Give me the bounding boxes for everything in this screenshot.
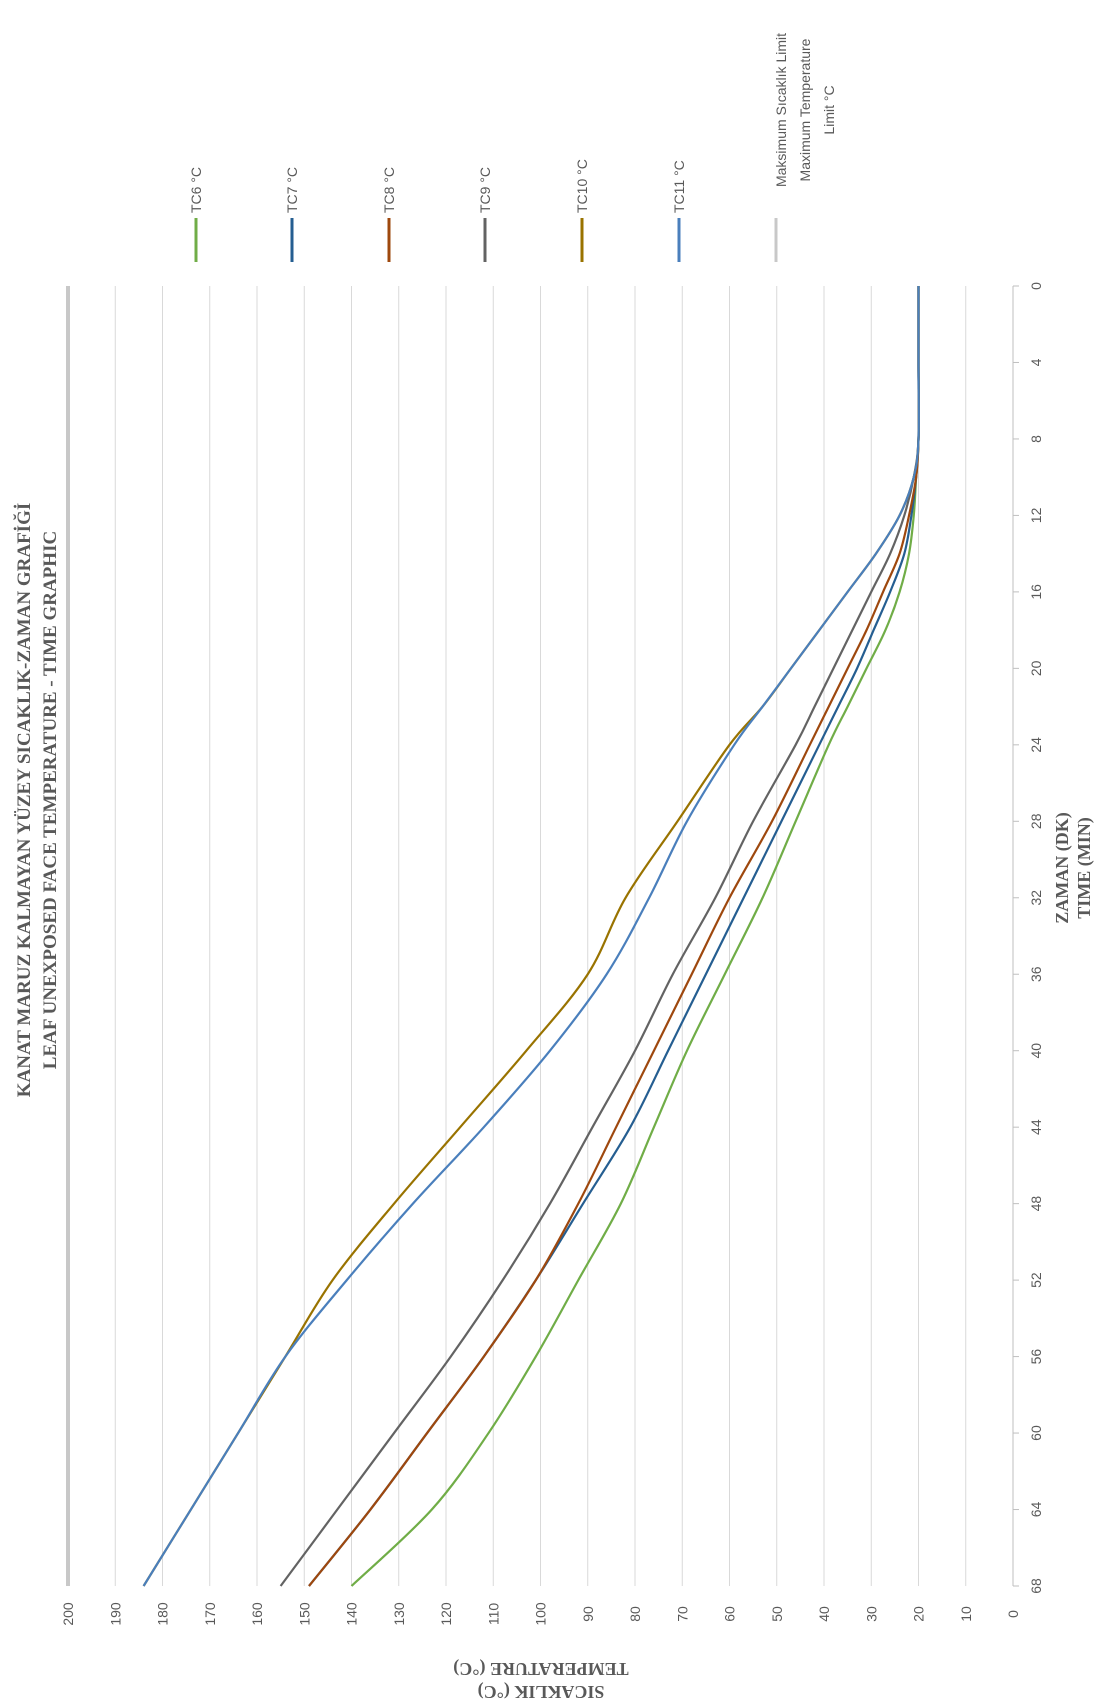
y-axis-title-tr: SICAKLIK (°C) [478,1681,605,1702]
legend-label: TC6 °C [188,167,204,213]
y-tick-label: 30 [863,1606,879,1622]
y-tick-label: 200 [60,1602,76,1626]
legend-label: Maksimum Sıcaklık Limit Maximum Temperatu… [773,33,837,187]
x-tick-label: 8 [1028,435,1044,443]
series-lines [66,285,920,1587]
legend-tc7: TC7 °C [284,167,300,262]
plot-area: 0102030405060708090100110120130140150160… [60,282,1044,1626]
x-tick-label: 12 [1028,507,1044,523]
legend-tc11: TC11 °C [671,160,687,262]
y-tick-label: 80 [627,1606,643,1622]
y-tick-label: 70 [674,1606,690,1622]
y-tick-label: 20 [911,1606,927,1622]
x-tick-label: 44 [1028,1119,1044,1135]
chart-subtitle: LEAF UNEXPOSED FACE TEMPERATURE - TIME G… [40,531,61,1069]
x-tick-label: 36 [1028,966,1044,982]
series-line-tc10 [142,285,920,1587]
legend-tc10: TC10 °C [574,159,590,262]
x-tick-label: 24 [1028,737,1044,753]
series-line-tc9 [279,285,920,1587]
x-tick-label: 68 [1028,1578,1044,1594]
y-tick-label: 160 [249,1602,265,1626]
legend: TC6 °C TC7 °C TC8 °C TC9 °C TC10 °C TC11 °C Ma… [188,33,837,262]
y-tick-labels: 0 10 20 30 40 50 60 70 80 90 100 110 120 130 140 150 160… [60,1602,1021,1626]
x-tick-label: 64 [1028,1502,1044,1518]
y-tick-label: 0 [1005,1610,1021,1618]
series-line-tc11 [142,285,920,1587]
y-tick-label: 120 [438,1602,454,1626]
y-tick-label: 110 [485,1603,501,1626]
y-tick-label: 180 [155,1602,171,1626]
x-axis-title-tr: ZAMAN (DK) [1052,812,1073,923]
y-tick-label: 170 [202,1602,218,1626]
x-tick-label: 4 [1028,358,1044,366]
x-tick-label: 20 [1028,660,1044,676]
y-tick-label: 130 [391,1602,407,1626]
x-tick-label: 32 [1028,890,1044,906]
y-tick-label: 60 [722,1606,738,1622]
chart-title: KANAT MARUZ KALMAYAN YÜZEY SICAKLIK-ZAMA… [13,503,35,1098]
x-axis-title-en: TIME (MIN) [1074,817,1095,919]
legend-label: TC7 °C [284,167,300,213]
x-tick-label: 0 [1028,282,1044,290]
series-line-tc6 [350,285,920,1587]
gridlines [67,286,1014,1586]
legend-tc6: TC6 °C [188,167,204,262]
legend-label: TC8 °C [381,167,397,213]
legend-maksimum: Maksimum Sıcaklık Limit Maximum Temperatu… [773,33,837,262]
x-tick-label: 28 [1028,813,1044,829]
y-tick-label: 150 [296,1602,312,1626]
axis-titles: ZAMAN (DK) TIME (MIN) SICAKLIK (°C) TEMP… [453,812,1095,1702]
legend-label: TC10 °C [574,159,590,213]
y-tick-label: 100 [533,1602,549,1626]
x-tick-label: 60 [1028,1425,1044,1441]
x-tick-label: 56 [1028,1349,1044,1365]
x-tick-label: 40 [1028,1043,1044,1059]
legend-label: TC11 °C [671,160,687,213]
y-tick-label: 140 [344,1602,360,1626]
legend-label: TC9 °C [477,167,493,213]
y-tick-label: 90 [580,1606,596,1622]
y-tick-label: 10 [958,1606,974,1622]
series-line-tc7 [308,285,920,1587]
chart-titles: KANAT MARUZ KALMAYAN YÜZEY SICAKLIK-ZAMA… [13,503,61,1098]
y-tick-label: 190 [107,1602,123,1626]
x-tick-label: 52 [1028,1272,1044,1288]
x-tick-label: 16 [1028,584,1044,600]
legend-tc8: TC8 °C [381,167,397,262]
y-axis-title-en: TEMPERATURE (°C) [453,1658,628,1679]
x-tick-label: 48 [1028,1196,1044,1212]
y-tick-label: 50 [769,1606,785,1622]
series-line-tc8 [308,285,920,1587]
y-tick-label: 40 [816,1606,832,1622]
legend-tc9: TC9 °C [477,167,493,262]
